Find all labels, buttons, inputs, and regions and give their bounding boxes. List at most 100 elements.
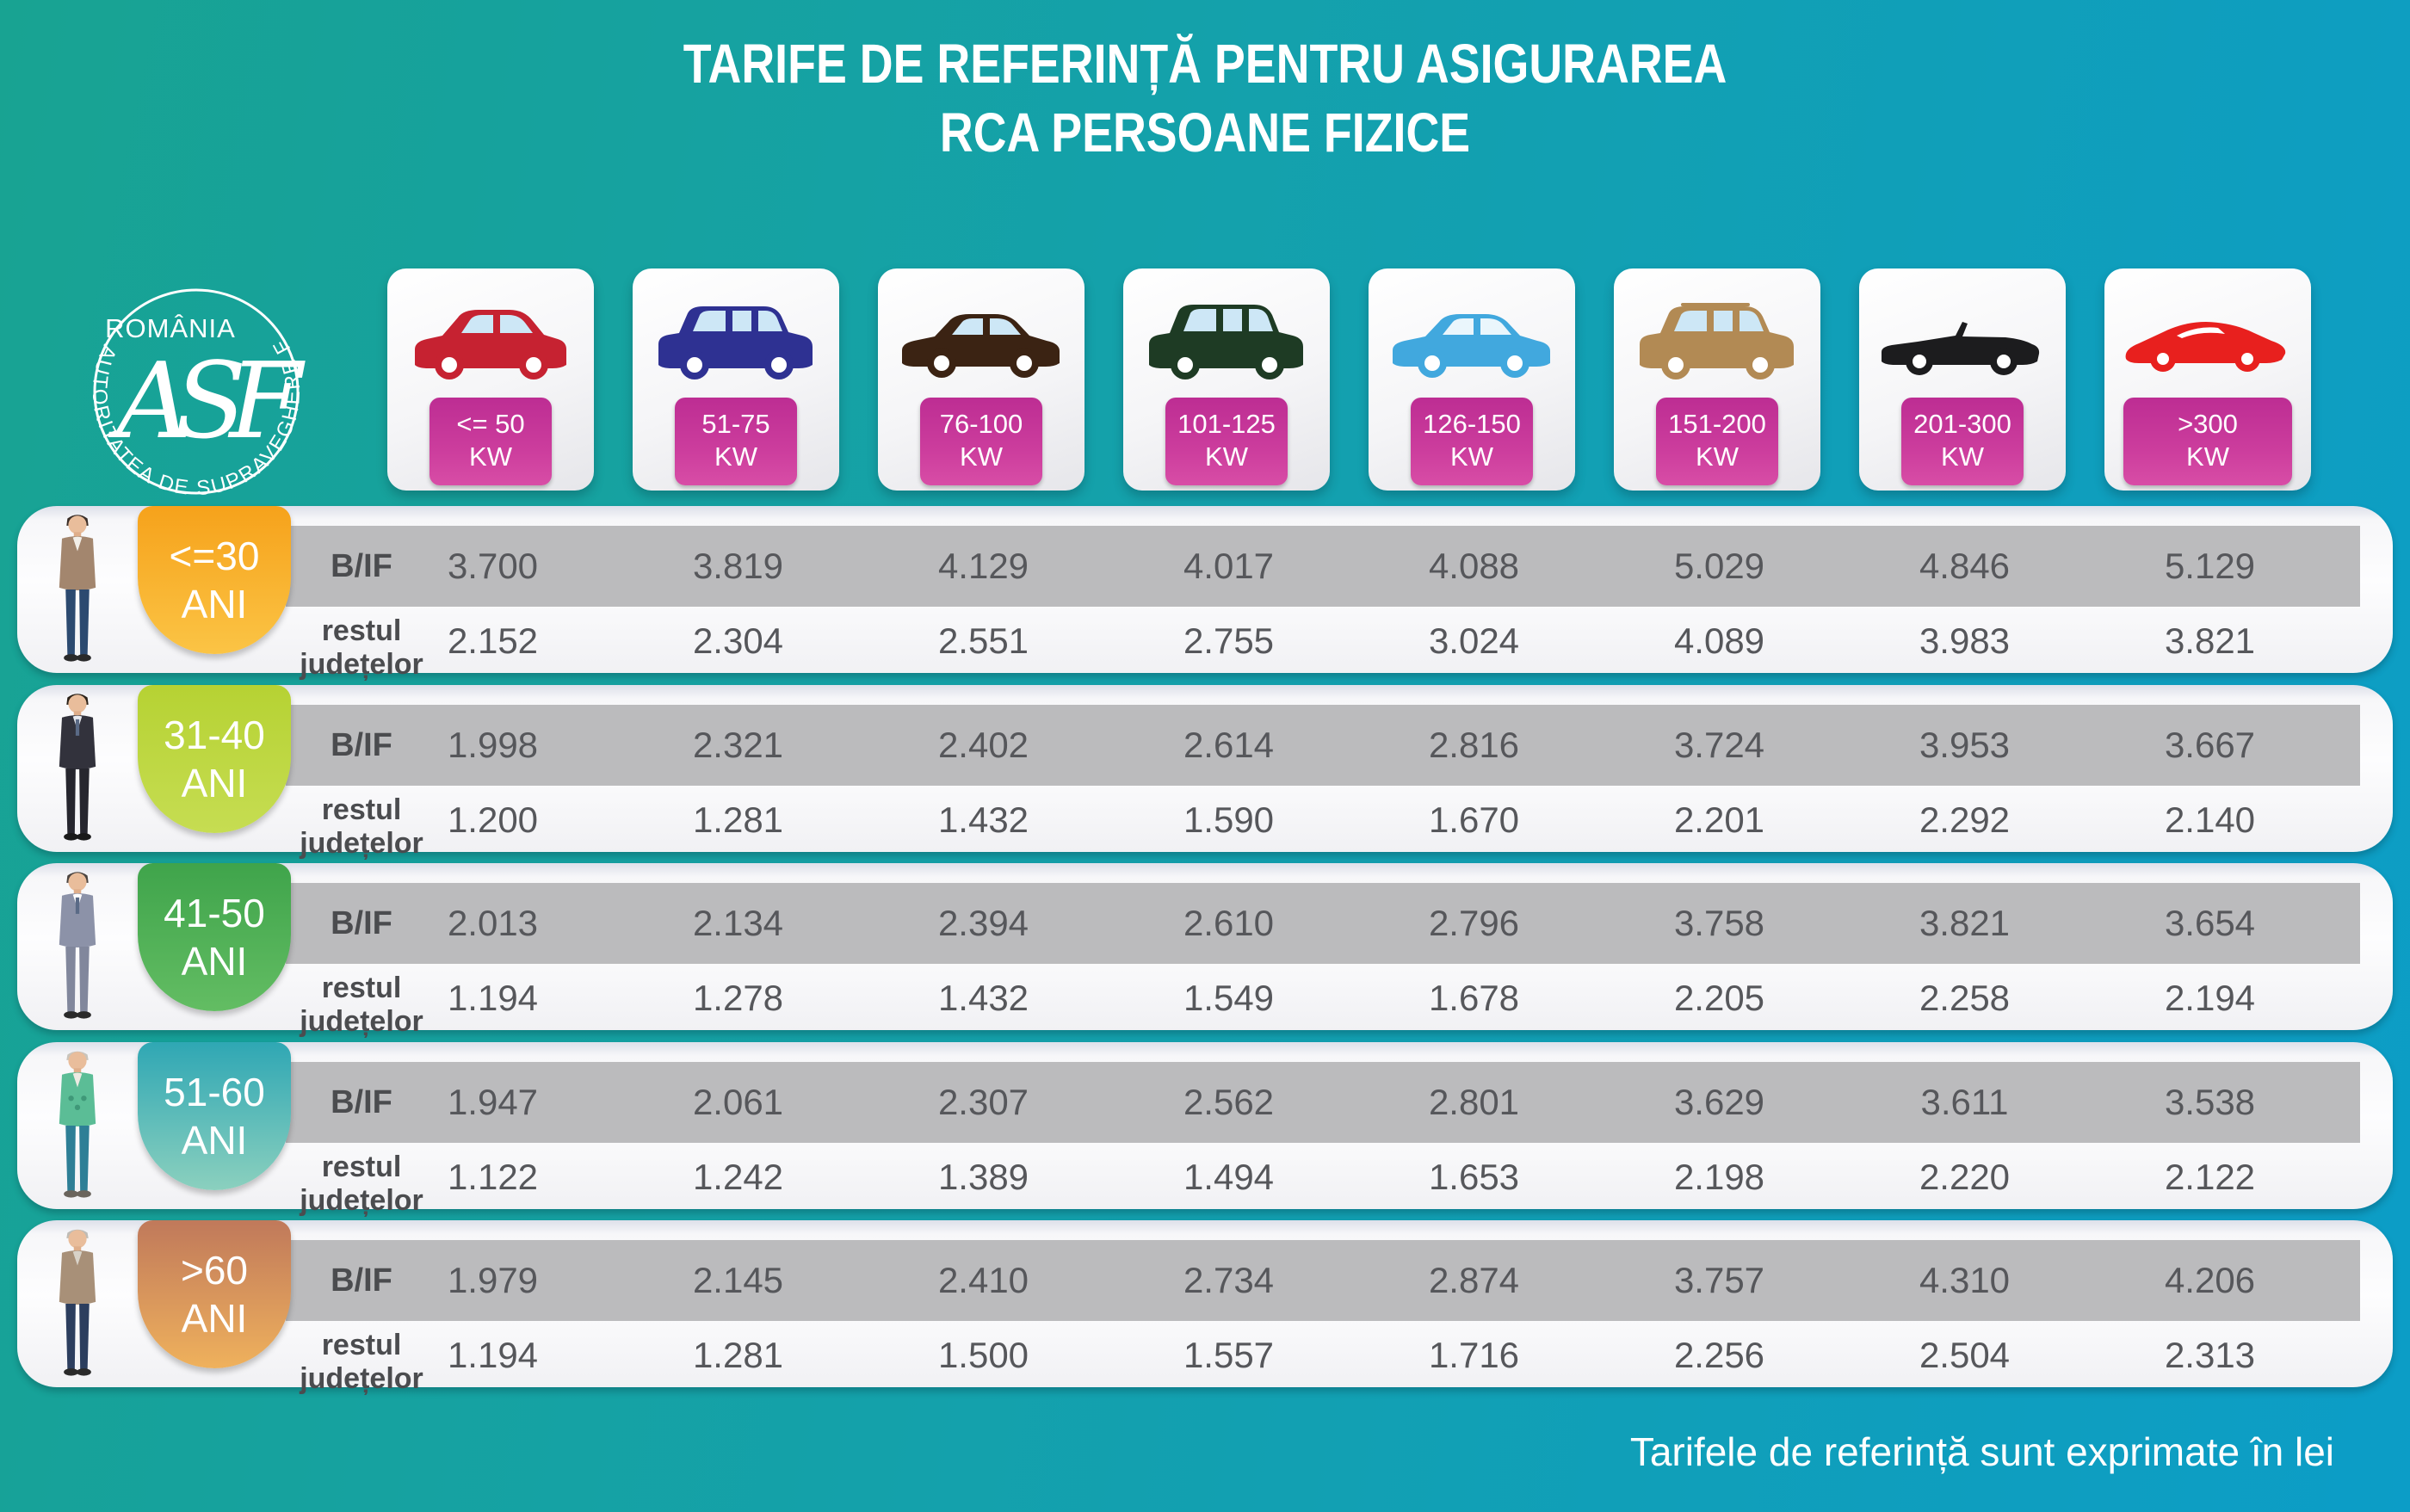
power-range-badge: 201-300 KW — [1901, 398, 2024, 485]
tariff-value: 2.801 — [1428, 1082, 1520, 1122]
power-range-badge: <= 50 KW — [429, 398, 552, 485]
power-range-badge: 51-75 KW — [675, 398, 797, 485]
power-range: 101-125 — [1177, 409, 1276, 439]
tariff-value: 4.129 — [937, 546, 1029, 586]
logo-monogram: ASF — [108, 340, 306, 462]
tariff-value: 2.198 — [1673, 1157, 1765, 1197]
tariff-value: 2.013 — [447, 903, 539, 943]
age-badge: >60 ANI — [138, 1220, 291, 1368]
age-unit: ANI — [181, 1118, 248, 1163]
rest-values: 1.194 1.281 1.500 1.557 1.716 2.256 2.50… — [370, 1324, 2333, 1387]
age-badge: <=30 ANI — [138, 506, 291, 654]
age-range: >60 — [180, 1248, 249, 1293]
power-category-card: 51-75 KW — [633, 268, 839, 491]
tariff-value: 2.874 — [1428, 1260, 1520, 1300]
power-range: 201-300 — [1913, 409, 2011, 439]
person-avatar-older-man-vest — [59, 1051, 96, 1198]
tariff-value: 2.307 — [937, 1082, 1029, 1122]
tariff-value: 2.145 — [692, 1260, 784, 1300]
power-range: <= 50 — [456, 409, 525, 439]
power-category-card: >300 KW — [2104, 268, 2311, 491]
tariff-value: 3.724 — [1673, 725, 1765, 765]
age-range: 51-60 — [164, 1070, 265, 1114]
logo-ring — [93, 288, 300, 495]
tariff-value: 1.557 — [1183, 1335, 1275, 1375]
person-avatar-young-man — [59, 515, 96, 662]
power-unit: KW — [1941, 441, 1984, 472]
power-unit: KW — [960, 441, 1003, 472]
power-range: 51-75 — [701, 409, 770, 439]
power-range-badge: 151-200 KW — [1656, 398, 1778, 485]
power-category-card: 126-150 KW — [1369, 268, 1575, 491]
region-label-rest: restul județelor — [300, 614, 423, 681]
tariff-value: 4.088 — [1428, 546, 1520, 586]
tariff-value: 1.590 — [1183, 799, 1275, 840]
region-label-bif: B/IF — [331, 1262, 392, 1299]
tariff-value: 2.304 — [692, 620, 784, 661]
power-range-badge: 76-100 KW — [920, 398, 1042, 485]
age-badge: 31-40 ANI — [138, 685, 291, 833]
tariff-value: 3.700 — [447, 546, 539, 586]
tariff-value: 1.670 — [1428, 799, 1520, 840]
car-icon-red-compact-hatchback — [415, 310, 566, 380]
bif-values: 2.013 2.134 2.394 2.610 2.796 3.758 3.82… — [370, 883, 2333, 964]
logo-country: ROMÂNIA — [105, 313, 236, 343]
car-icon-red-sports-car — [2125, 322, 2286, 372]
bif-band — [286, 526, 2360, 607]
age-unit: ANI — [181, 939, 248, 984]
age-unit: ANI — [181, 761, 248, 805]
tariff-value: 1.432 — [937, 799, 1029, 840]
tariff-value: 1.389 — [937, 1157, 1029, 1197]
tariff-value: 2.551 — [937, 620, 1029, 661]
car-icon-black-convertible — [1882, 322, 2040, 375]
car-icon-light-blue-sedan — [1393, 314, 1550, 378]
tariff-value: 1.122 — [447, 1157, 539, 1197]
power-category-card: 151-200 KW — [1614, 268, 1820, 491]
tariff-value: 1.549 — [1183, 978, 1275, 1018]
tariff-value: 2.313 — [2164, 1335, 2256, 1375]
person-avatar-elderly-man — [59, 1229, 96, 1376]
person-avatar-middle-aged-man — [59, 872, 96, 1019]
tariff-value: 1.281 — [692, 1335, 784, 1375]
power-range-badge: >300 KW — [2123, 398, 2292, 485]
page-title: TARIFE DE REFERINȚĂ PENTRU ASIGURAREA RC… — [193, 29, 2217, 167]
tariff-value: 2.134 — [692, 903, 784, 943]
tariff-value: 1.194 — [447, 1335, 539, 1375]
age-range: <=30 — [169, 534, 260, 578]
tariff-value: 2.205 — [1673, 978, 1765, 1018]
tariff-value: 2.201 — [1673, 799, 1765, 840]
tariff-value: 3.821 — [2164, 620, 2256, 661]
tariff-value: 1.432 — [937, 978, 1029, 1018]
rest-values: 1.194 1.278 1.432 1.549 1.678 2.205 2.25… — [370, 966, 2333, 1030]
tariff-value: 4.206 — [2164, 1260, 2256, 1300]
tariff-value: 1.281 — [692, 799, 784, 840]
power-unit: KW — [469, 441, 512, 472]
age-row: 41-50 ANI B/IF restul județelor 2.013 2.… — [17, 863, 2393, 1038]
tariff-value: 1.947 — [447, 1082, 539, 1122]
region-label-bif: B/IF — [331, 1083, 392, 1120]
age-row: 31-40 ANI B/IF restul județelor 1.998 2.… — [17, 685, 2393, 860]
power-range: 151-200 — [1668, 409, 1766, 439]
tariff-value: 2.194 — [2164, 978, 2256, 1018]
tariff-value: 3.983 — [1919, 620, 2011, 661]
car-icon-tan-suv — [1640, 303, 1794, 380]
age-badge: 51-60 ANI — [138, 1042, 291, 1190]
tariff-value: 2.258 — [1919, 978, 2011, 1018]
tariff-value: 2.755 — [1183, 620, 1275, 661]
tariff-value: 3.819 — [692, 546, 784, 586]
tariff-value: 2.061 — [692, 1082, 784, 1122]
age-range: 41-50 — [164, 891, 265, 935]
region-label-bif: B/IF — [331, 904, 392, 941]
tariff-value: 2.410 — [937, 1260, 1029, 1300]
bif-values: 3.700 3.819 4.129 4.017 4.088 5.029 4.84… — [370, 526, 2333, 607]
tariff-value: 4.846 — [1919, 546, 2011, 586]
age-range: 31-40 — [164, 713, 265, 757]
tariff-value: 5.029 — [1673, 546, 1765, 586]
age-unit: ANI — [181, 1296, 248, 1341]
age-row: >60 ANI B/IF restul județelor 1.979 2.14… — [17, 1220, 2393, 1395]
tariff-value: 2.610 — [1183, 903, 1275, 943]
age-badge: 41-50 ANI — [138, 863, 291, 1011]
tariff-value: 2.152 — [447, 620, 539, 661]
tariff-value: 1.998 — [447, 725, 539, 765]
tariff-value: 2.292 — [1919, 799, 2011, 840]
